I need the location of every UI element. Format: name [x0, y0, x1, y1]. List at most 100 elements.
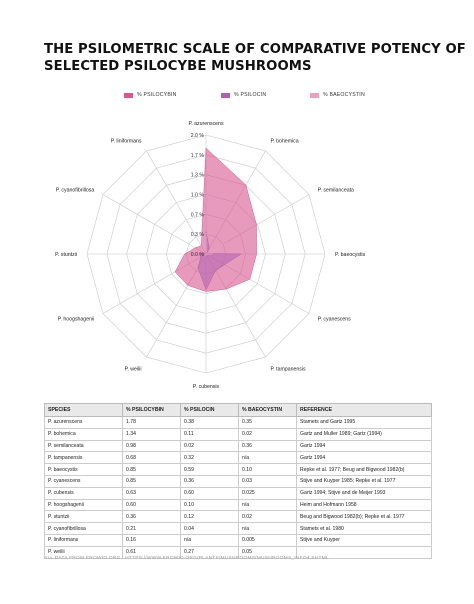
legend: % PSILOCYBIN % PSILOCIN % BAEOCYSTIN [0, 92, 474, 104]
data-table: SPECIES % PSILOCYBIN % PSILOCIN % BAEOCY… [44, 403, 432, 559]
cell-psilocin: 0.60 [180, 486, 239, 500]
legend-item-psilocybin: % PSILOCYBIN [124, 92, 177, 98]
table-row: P. baeocystis 0.85 0.59 0.10 Repke et al. 19… [44, 463, 432, 476]
cell-species: P. baeocystis [44, 463, 123, 476]
table-row: P. semilanceata 0.98 0.02 0.36 Gartz 1994 [44, 439, 432, 453]
cell-reference: Stamets et al. 1980 [296, 522, 432, 535]
cell-baeocystin: 0.005 [238, 533, 297, 547]
header-species: SPECIES [44, 403, 123, 417]
cell-psilocybin: 0.21 [122, 522, 181, 535]
cell-baeocystin: 0.02 [238, 427, 297, 441]
radar-chart: 0.0 % 0.3 % 0.7 % 1.0 % 1.3 % 1.7 % 2.0 % P. az… [55, 121, 366, 390]
chart-title: THE PSILOMETRIC SCALE OF COMPARATIVE POT… [44, 41, 466, 75]
category-label: P. cyanofibrillosa [56, 188, 95, 194]
cell-psilocybin: 0.63 [122, 486, 181, 500]
header-reference: REFERENCE [296, 403, 432, 417]
category-label: P. stuntzii [55, 252, 77, 258]
cell-psilocybin: 0.16 [122, 533, 181, 547]
cell-psilocin: 0.04 [180, 522, 239, 535]
radial-tick-label: 1.7 % [191, 153, 205, 159]
cell-species: P. tampanensis [44, 451, 123, 465]
cell-reference: Heim and Hofmann 1958 [296, 498, 432, 512]
cell-psilocybin: 0.98 [122, 439, 181, 453]
cell-reference: Repke et al. 1977; Beug and Bigwood 1982… [296, 463, 432, 476]
grid-spoke [102, 194, 207, 255]
cell-reference: Gartz 1994; Stijve and de Meijer 1993 [296, 486, 432, 500]
table-row: P. azurenscens 1.78 0.38 0.35 Stamets and Ga… [44, 416, 432, 429]
radial-tick-label: 0.7 % [191, 212, 205, 218]
series-baeocystin-area [204, 233, 225, 257]
cell-reference: Stamets and Gartz 1995 [296, 416, 432, 429]
cell-reference: Gartz 1994 [296, 451, 432, 465]
table-row: P. liniformans 0.16 n/a 0.005 Stijve and Kuy… [44, 533, 432, 547]
radial-tick-label: 1.3 % [191, 173, 205, 179]
cell-psilocin: n/a [180, 533, 239, 547]
cell-baeocystin: n/a [238, 451, 297, 465]
cell-species: P. hoogshagenii [44, 498, 123, 512]
category-label: P. bohemica [271, 138, 299, 144]
grid-spoke [146, 150, 207, 255]
radial-tick-label: 1.0 % [191, 193, 205, 199]
table-row: P. cyanescens 0.85 0.36 0.03 Stijve and Kuyp… [44, 474, 432, 488]
legend-swatch-baeocystin [310, 92, 319, 98]
header-psilocybin: % PSILOCYBIN [122, 403, 181, 417]
table-row: P. stuntzii 0.36 0.12 0.02 Beug and Bigwood … [44, 510, 432, 524]
cell-reference: Stijve and Kuyper 1985; Repke et al. 197… [296, 474, 432, 488]
cell-species: P. stuntzii [44, 510, 123, 524]
cell-psilocybin: 0.60 [122, 498, 181, 512]
cell-baeocystin: 0.03 [238, 474, 297, 488]
table-row: P. cubensis 0.63 0.60 0.025 Gartz 1994; Stij… [44, 486, 432, 500]
cell-psilocybin: 1.78 [122, 416, 181, 429]
cell-baeocystin: 0.35 [238, 416, 297, 429]
radial-tick-label: 2.0 % [191, 133, 205, 139]
cell-baeocystin: 0.02 [238, 510, 297, 524]
cell-baeocystin: n/a [238, 522, 297, 535]
table-body: P. azurenscens 1.78 0.38 0.35 Stamets and Ga… [44, 416, 432, 559]
cell-species: P. liniformans [44, 533, 123, 547]
cell-species: P. cyanofibrillosa [44, 522, 123, 535]
cell-baeocystin: 0.36 [238, 439, 297, 453]
category-label: P. azurenscens [188, 121, 223, 127]
category-label: P. hoogshagenii [58, 317, 95, 323]
table-header-row: SPECIES % PSILOCYBIN % PSILOCIN % BAEOCY… [44, 403, 432, 417]
category-label: P. liniformans [111, 138, 142, 144]
cell-psilocin: 0.32 [180, 451, 239, 465]
header-psilocin: % PSILOCIN [180, 403, 239, 417]
cell-psilocybin: 1.34 [122, 427, 181, 441]
title-line-2: SELECTED PSILOCYBE MUSHROOMS [44, 59, 312, 74]
cell-psilocin: 0.02 [180, 439, 239, 453]
title-line-1: THE PSILOMETRIC SCALE OF COMPARATIVE POT… [44, 42, 466, 57]
category-label: P. cubensis [193, 384, 220, 390]
cell-species: P. semilanceata [44, 439, 123, 453]
cell-species: P. cyanescens [44, 474, 123, 488]
header-baeocystin: % BAEOCYSTIN [238, 403, 297, 417]
cell-baeocystin: 0.025 [238, 486, 297, 500]
cell-psilocybin: 0.61 [122, 545, 181, 559]
cell-reference [296, 545, 432, 559]
cell-species: P. cubensis [44, 486, 123, 500]
cell-psilocin: 0.10 [180, 498, 239, 512]
cell-reference: Gartz 1994 [296, 439, 432, 453]
table-row: P. hoogshagenii 0.60 0.10 n/a Heim and Hofma… [44, 498, 432, 512]
legend-label-baeocystin: % BAEOCYSTIN [323, 92, 365, 98]
legend-swatch-psilocybin [124, 92, 133, 98]
cell-psilocin: 0.59 [180, 463, 239, 476]
cell-psilocybin: 0.68 [122, 451, 181, 465]
category-label: P. baeocystis [335, 252, 366, 258]
cell-species: P. bohemica [44, 427, 123, 441]
cell-baeocystin: n/a [238, 498, 297, 512]
cell-psilocybin: 0.85 [122, 474, 181, 488]
cell-psilocybin: 0.85 [122, 463, 181, 476]
cell-psilocin: 0.11 [180, 427, 239, 441]
legend-swatch-psilocin [221, 92, 230, 98]
cell-psilocin: 0.12 [180, 510, 239, 524]
category-label: P. cyanescens [318, 317, 351, 323]
legend-label-psilocybin: % PSILOCYBIN [137, 92, 177, 98]
cell-reference: Beug and Bigwood 1982(b); Repke et al. 1… [296, 510, 432, 524]
table-row: P. weilii 0.61 0.27 0.05 [44, 545, 432, 559]
cell-psilocybin: 0.36 [122, 510, 181, 524]
legend-label-psilocin: % PSILOCIN [234, 92, 267, 98]
cell-reference: Gartz and Muller 1989; Gartz (1994) [296, 427, 432, 441]
legend-item-baeocystin: % BAEOCYSTIN [310, 92, 365, 98]
radial-tick-label: 0.3 % [191, 232, 205, 238]
